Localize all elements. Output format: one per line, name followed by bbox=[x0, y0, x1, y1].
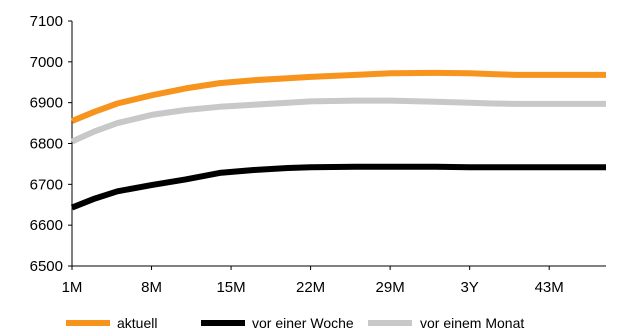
legend: aktuell vor einer Woche vor einem Monat bbox=[66, 315, 524, 331]
x-tick-label: 8M bbox=[141, 279, 162, 296]
legend-label-aktuell: aktuell bbox=[117, 315, 157, 331]
y-tick-label: 6700 bbox=[30, 176, 63, 193]
y-tick-label: 6800 bbox=[30, 136, 63, 153]
x-tick-label: 3Y bbox=[460, 279, 478, 296]
x-tick-label: 29M bbox=[376, 279, 405, 296]
axes: 6500 6600 6700 6800 6900 7000 7100 1M 8M 15M 22M 29… bbox=[30, 13, 606, 296]
x-tick-label: 43M bbox=[535, 279, 564, 296]
x-tick-label: 15M bbox=[216, 279, 245, 296]
x-tick-label: 1M bbox=[62, 279, 83, 296]
x-tick-label: 22M bbox=[296, 279, 325, 296]
legend-label-vor-einer-woche: vor einer Woche bbox=[252, 315, 354, 331]
series-lines bbox=[70, 69, 606, 211]
y-tick-label: 6900 bbox=[30, 95, 63, 112]
legend-label-vor-einem-monat: vor einem Monat bbox=[420, 315, 524, 331]
y-tick-label: 6500 bbox=[30, 258, 63, 275]
series-line-vor-einer-woche bbox=[70, 163, 606, 211]
y-tick-label: 7000 bbox=[30, 54, 63, 71]
series-line-aktuell bbox=[70, 69, 606, 124]
series-line-vor-einem-monat bbox=[70, 97, 606, 145]
y-tick-label: 7100 bbox=[30, 13, 63, 30]
y-tick-label: 6600 bbox=[30, 217, 63, 234]
